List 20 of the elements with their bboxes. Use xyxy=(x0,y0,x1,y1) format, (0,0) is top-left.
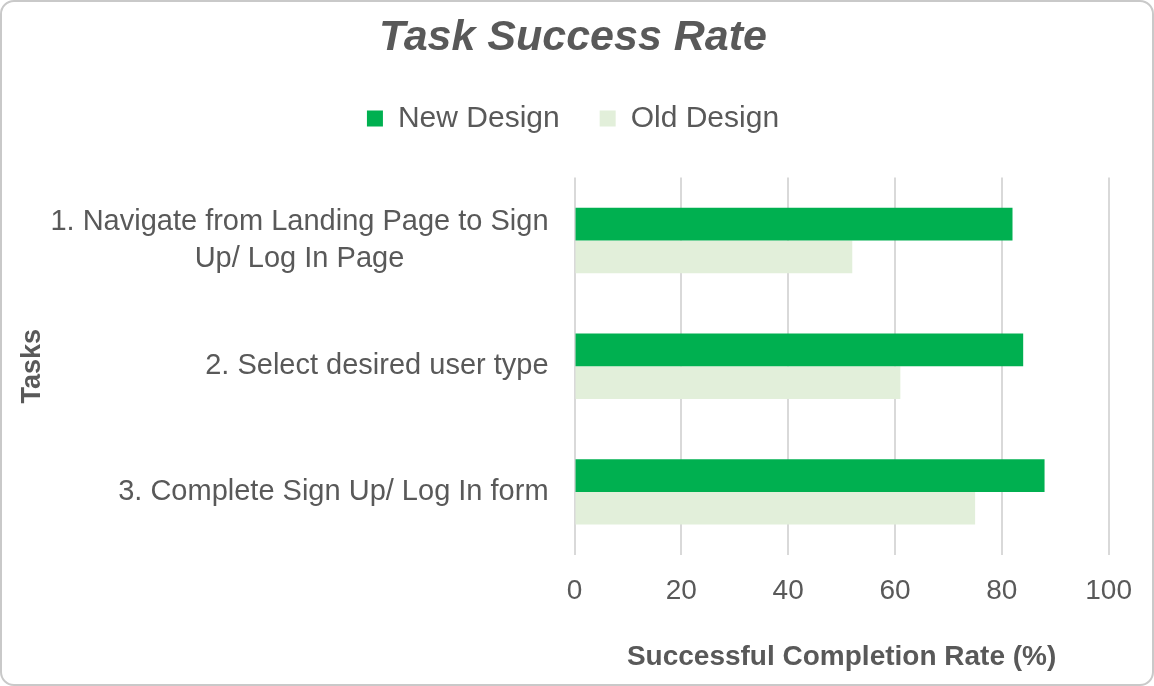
x-tick-label: 40 xyxy=(772,574,804,606)
bar xyxy=(575,459,1045,492)
y-axis-title: Tasks xyxy=(15,328,46,404)
legend-label: Old Design xyxy=(630,99,780,133)
x-tick-label: 20 xyxy=(665,574,697,606)
bar xyxy=(575,240,853,274)
x-axis-title: Successful Completion Rate (%) xyxy=(626,639,1057,671)
y-tick-label: 3. Complete Sign Up/ Log In form xyxy=(118,473,549,506)
bar xyxy=(575,366,901,399)
x-tick-label: 100 xyxy=(1085,574,1132,606)
y-tick-label: 1. Navigate from Landing Page to Sign Up/ Log In Page xyxy=(50,204,549,273)
y-tick-label: 2. Select desired user type xyxy=(205,348,549,381)
x-tick-label: 0 xyxy=(566,574,583,606)
chart-title: Task Success Rate xyxy=(378,10,768,59)
bar xyxy=(575,207,1013,241)
x-tick-label: 60 xyxy=(879,574,911,606)
legend-label: New Design xyxy=(397,99,560,133)
x-tick-label: 80 xyxy=(986,574,1018,606)
bar xyxy=(575,333,1024,367)
bar xyxy=(575,491,976,525)
